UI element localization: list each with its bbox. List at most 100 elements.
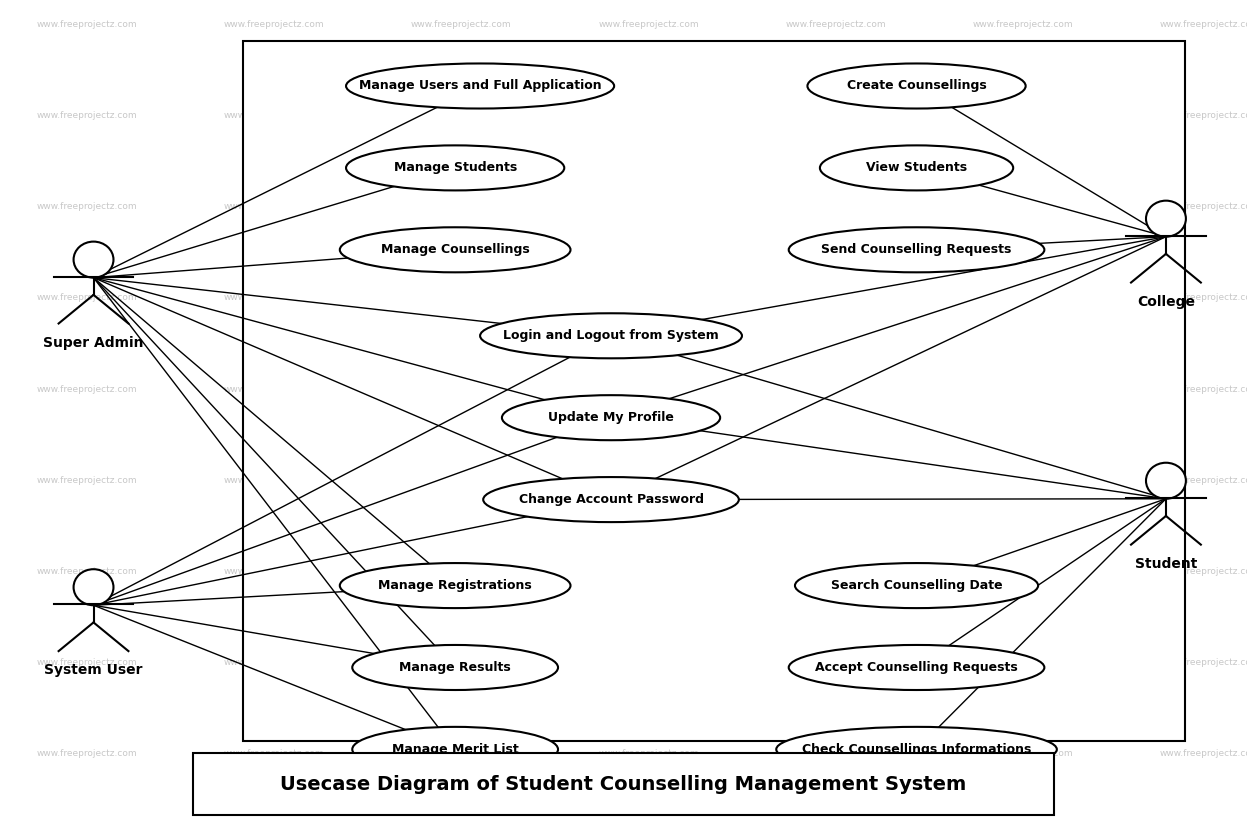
Ellipse shape	[352, 645, 559, 690]
Ellipse shape	[796, 563, 1038, 608]
Text: www.freeprojectz.com: www.freeprojectz.com	[786, 202, 885, 211]
Text: www.freeprojectz.com: www.freeprojectz.com	[1160, 567, 1247, 576]
Ellipse shape	[339, 228, 570, 273]
Text: www.freeprojectz.com: www.freeprojectz.com	[412, 202, 511, 211]
Text: www.freeprojectz.com: www.freeprojectz.com	[1160, 385, 1247, 393]
Text: Usecase Diagram of Student Counselling Management System: Usecase Diagram of Student Counselling M…	[281, 775, 966, 794]
Text: www.freeprojectz.com: www.freeprojectz.com	[37, 111, 137, 120]
Text: www.freeprojectz.com: www.freeprojectz.com	[973, 293, 1072, 302]
Text: www.freeprojectz.com: www.freeprojectz.com	[786, 658, 885, 667]
Text: www.freeprojectz.com: www.freeprojectz.com	[412, 749, 511, 758]
Text: www.freeprojectz.com: www.freeprojectz.com	[37, 567, 137, 576]
Ellipse shape	[345, 145, 564, 191]
Text: www.freeprojectz.com: www.freeprojectz.com	[1160, 476, 1247, 485]
Bar	[193, 753, 1054, 815]
Ellipse shape	[788, 228, 1045, 273]
Text: www.freeprojectz.com: www.freeprojectz.com	[412, 476, 511, 485]
Text: Accept Counselling Requests: Accept Counselling Requests	[816, 661, 1018, 674]
Text: www.freeprojectz.com: www.freeprojectz.com	[37, 658, 137, 667]
Text: www.freeprojectz.com: www.freeprojectz.com	[786, 476, 885, 485]
Text: www.freeprojectz.com: www.freeprojectz.com	[599, 293, 698, 302]
Ellipse shape	[501, 396, 720, 441]
Text: Manage Results: Manage Results	[399, 661, 511, 674]
Text: www.freeprojectz.com: www.freeprojectz.com	[224, 202, 324, 211]
Text: Login and Logout from System: Login and Logout from System	[503, 329, 720, 342]
Text: www.freeprojectz.com: www.freeprojectz.com	[224, 20, 324, 29]
Text: www.freeprojectz.com: www.freeprojectz.com	[1160, 749, 1247, 758]
Text: Search Counselling Date: Search Counselling Date	[831, 579, 1003, 592]
Ellipse shape	[1146, 201, 1186, 237]
Ellipse shape	[1146, 463, 1186, 499]
Text: Manage Students: Manage Students	[394, 161, 516, 174]
Text: www.freeprojectz.com: www.freeprojectz.com	[37, 20, 137, 29]
Text: www.freeprojectz.com: www.freeprojectz.com	[973, 385, 1072, 393]
Ellipse shape	[821, 145, 1013, 191]
Text: www.freeprojectz.com: www.freeprojectz.com	[224, 476, 324, 485]
Text: www.freeprojectz.com: www.freeprojectz.com	[599, 385, 698, 393]
Text: www.freeprojectz.com: www.freeprojectz.com	[973, 20, 1072, 29]
Text: www.freeprojectz.com: www.freeprojectz.com	[37, 476, 137, 485]
Text: www.freeprojectz.com: www.freeprojectz.com	[412, 20, 511, 29]
Text: www.freeprojectz.com: www.freeprojectz.com	[224, 385, 324, 393]
Text: System User: System User	[45, 663, 142, 677]
Text: www.freeprojectz.com: www.freeprojectz.com	[786, 749, 885, 758]
Text: www.freeprojectz.com: www.freeprojectz.com	[973, 111, 1072, 120]
Text: www.freeprojectz.com: www.freeprojectz.com	[1160, 293, 1247, 302]
Text: www.freeprojectz.com: www.freeprojectz.com	[412, 293, 511, 302]
Ellipse shape	[347, 64, 615, 109]
Text: www.freeprojectz.com: www.freeprojectz.com	[412, 385, 511, 393]
Ellipse shape	[74, 242, 113, 278]
Text: www.freeprojectz.com: www.freeprojectz.com	[973, 567, 1072, 576]
Text: www.freeprojectz.com: www.freeprojectz.com	[599, 749, 698, 758]
Text: www.freeprojectz.com: www.freeprojectz.com	[37, 293, 137, 302]
Text: www.freeprojectz.com: www.freeprojectz.com	[37, 385, 137, 393]
Text: Manage Counsellings: Manage Counsellings	[380, 243, 530, 256]
Text: www.freeprojectz.com: www.freeprojectz.com	[973, 658, 1072, 667]
Text: www.freeprojectz.com: www.freeprojectz.com	[224, 567, 324, 576]
Text: www.freeprojectz.com: www.freeprojectz.com	[786, 111, 885, 120]
Text: Change Account Password: Change Account Password	[519, 493, 703, 506]
Text: Super Admin: Super Admin	[44, 336, 143, 350]
Bar	[243, 41, 1185, 741]
Text: www.freeprojectz.com: www.freeprojectz.com	[599, 658, 698, 667]
Ellipse shape	[808, 64, 1025, 109]
Ellipse shape	[483, 477, 738, 523]
Ellipse shape	[776, 727, 1056, 771]
Ellipse shape	[74, 569, 113, 605]
Text: www.freeprojectz.com: www.freeprojectz.com	[599, 476, 698, 485]
Text: www.freeprojectz.com: www.freeprojectz.com	[412, 111, 511, 120]
Text: www.freeprojectz.com: www.freeprojectz.com	[599, 20, 698, 29]
Text: www.freeprojectz.com: www.freeprojectz.com	[1160, 202, 1247, 211]
Text: College: College	[1137, 295, 1195, 309]
Text: Manage Merit List: Manage Merit List	[392, 743, 519, 756]
Text: Manage Registrations: Manage Registrations	[378, 579, 532, 592]
Text: www.freeprojectz.com: www.freeprojectz.com	[786, 20, 885, 29]
Ellipse shape	[480, 314, 742, 359]
Text: www.freeprojectz.com: www.freeprojectz.com	[1160, 20, 1247, 29]
Text: Create Counsellings: Create Counsellings	[847, 79, 986, 93]
Text: www.freeprojectz.com: www.freeprojectz.com	[973, 202, 1072, 211]
Text: Student: Student	[1135, 557, 1197, 571]
Text: www.freeprojectz.com: www.freeprojectz.com	[224, 293, 324, 302]
Text: www.freeprojectz.com: www.freeprojectz.com	[786, 293, 885, 302]
Text: www.freeprojectz.com: www.freeprojectz.com	[973, 749, 1072, 758]
Text: www.freeprojectz.com: www.freeprojectz.com	[1160, 658, 1247, 667]
Text: www.freeprojectz.com: www.freeprojectz.com	[224, 749, 324, 758]
Text: www.freeprojectz.com: www.freeprojectz.com	[786, 567, 885, 576]
Text: www.freeprojectz.com: www.freeprojectz.com	[37, 202, 137, 211]
Text: www.freeprojectz.com: www.freeprojectz.com	[599, 111, 698, 120]
Text: Update My Profile: Update My Profile	[549, 411, 673, 424]
Text: www.freeprojectz.com: www.freeprojectz.com	[412, 567, 511, 576]
Text: www.freeprojectz.com: www.freeprojectz.com	[224, 111, 324, 120]
Text: View Students: View Students	[865, 161, 968, 174]
Text: www.freeprojectz.com: www.freeprojectz.com	[1160, 111, 1247, 120]
Text: Send Counselling Requests: Send Counselling Requests	[822, 243, 1011, 256]
Ellipse shape	[352, 727, 559, 771]
Text: www.freeprojectz.com: www.freeprojectz.com	[412, 658, 511, 667]
Text: www.freeprojectz.com: www.freeprojectz.com	[599, 567, 698, 576]
Text: Manage Users and Full Application: Manage Users and Full Application	[359, 79, 601, 93]
Text: www.freeprojectz.com: www.freeprojectz.com	[224, 658, 324, 667]
Text: www.freeprojectz.com: www.freeprojectz.com	[37, 749, 137, 758]
Text: www.freeprojectz.com: www.freeprojectz.com	[973, 476, 1072, 485]
Text: www.freeprojectz.com: www.freeprojectz.com	[599, 202, 698, 211]
